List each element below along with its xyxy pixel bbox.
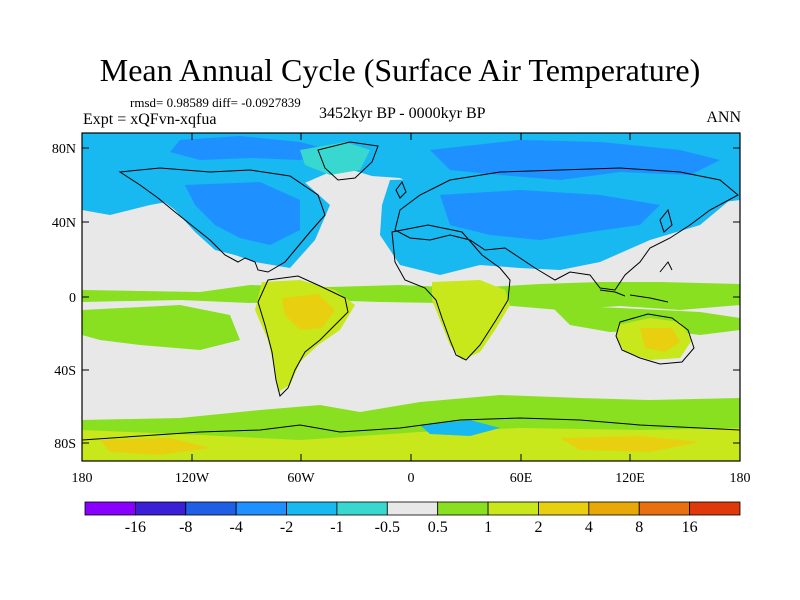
colorbar-label: 16: [682, 519, 698, 536]
season-label: ANN: [706, 109, 741, 126]
lon-tick-label: 60W: [287, 471, 315, 486]
colorbar-swatch: [487, 501, 539, 516]
colorbar-label: 1: [484, 519, 492, 536]
colorbar-label: -16: [125, 519, 146, 536]
field-south-america-core: [282, 294, 335, 330]
colorbar-swatch: [689, 501, 741, 516]
field-africa: [432, 280, 510, 360]
field-south-pacific: [82, 305, 240, 350]
field-eurasia-core: [440, 190, 660, 240]
colorbar-swatch: [84, 501, 136, 516]
lon-tick-labels: 180 120W 60W 0 60E 120E 180: [72, 471, 751, 486]
field-antarctica-warm-east: [560, 436, 700, 452]
colorbar-swatch: [437, 501, 489, 516]
colorbar-label: 4: [585, 519, 593, 536]
lon-tick-label: 180: [72, 471, 93, 486]
field-tropics-band: [82, 282, 740, 310]
colorbar-swatch: [286, 501, 338, 516]
colorbar-swatch: [134, 501, 187, 516]
colorbar-swatch: [386, 501, 439, 516]
colorbar-label: -2: [280, 519, 293, 536]
field-australia-core: [640, 328, 680, 352]
colorbar-label: -4: [229, 519, 242, 536]
colorbar-swatch: [538, 501, 590, 516]
lon-tick-label: 120W: [175, 471, 210, 486]
field-antarctica-cool: [420, 420, 500, 436]
colorbar: -16 -8 -4 -2 -1 -0.5 0.5 1 2 4 8 16: [84, 501, 741, 536]
lat-tick-label: 40N: [52, 216, 76, 231]
lon-tick-label: 0: [408, 471, 415, 486]
plot-title: Mean Annual Cycle (Surface Air Temperatu…: [99, 52, 701, 88]
lat-tick-label: 40S: [54, 364, 76, 379]
colorbar-swatch: [588, 501, 640, 516]
field-antarctica-warm: [100, 438, 210, 455]
colorbar-label: -1: [330, 519, 343, 536]
lat-tick-label: 80N: [52, 142, 76, 157]
colorbar-label: -0.5: [375, 519, 400, 536]
lon-tick-label: 180: [730, 471, 751, 486]
colorbar-label: 2: [534, 519, 542, 536]
experiment-label: Expt = xQFvn-xqfua: [83, 111, 217, 128]
lon-tick-label: 120E: [615, 471, 645, 486]
colorbar-swatch: [185, 501, 237, 516]
temperature-field: [82, 133, 740, 461]
colorbar-label: 8: [635, 519, 643, 536]
stats-label: rmsd= 0.98589 diff= -0.0927839: [130, 95, 301, 110]
coastlines: [82, 141, 740, 441]
field-antarctica: [82, 428, 740, 461]
axis-ticks: [81, 133, 741, 461]
colorbar-label: -8: [179, 519, 192, 536]
colorbar-swatch: [638, 501, 691, 516]
colorbar-swatch: [235, 501, 287, 516]
colorbar-swatch: [336, 501, 388, 516]
field-greenland-cyan: [300, 142, 370, 175]
lon-tick-label: 60E: [510, 471, 533, 486]
lat-tick-labels: 80N 40N 0 40S 80S: [52, 142, 76, 452]
colorbar-label: 0.5: [428, 519, 448, 536]
lat-tick-label: 0: [69, 291, 76, 306]
field-arctic-blue: [170, 136, 330, 160]
field-north-america-core: [185, 182, 300, 245]
period-label: 3452kyr BP - 0000kyr BP: [319, 105, 486, 122]
lat-tick-label: 80S: [54, 437, 76, 452]
